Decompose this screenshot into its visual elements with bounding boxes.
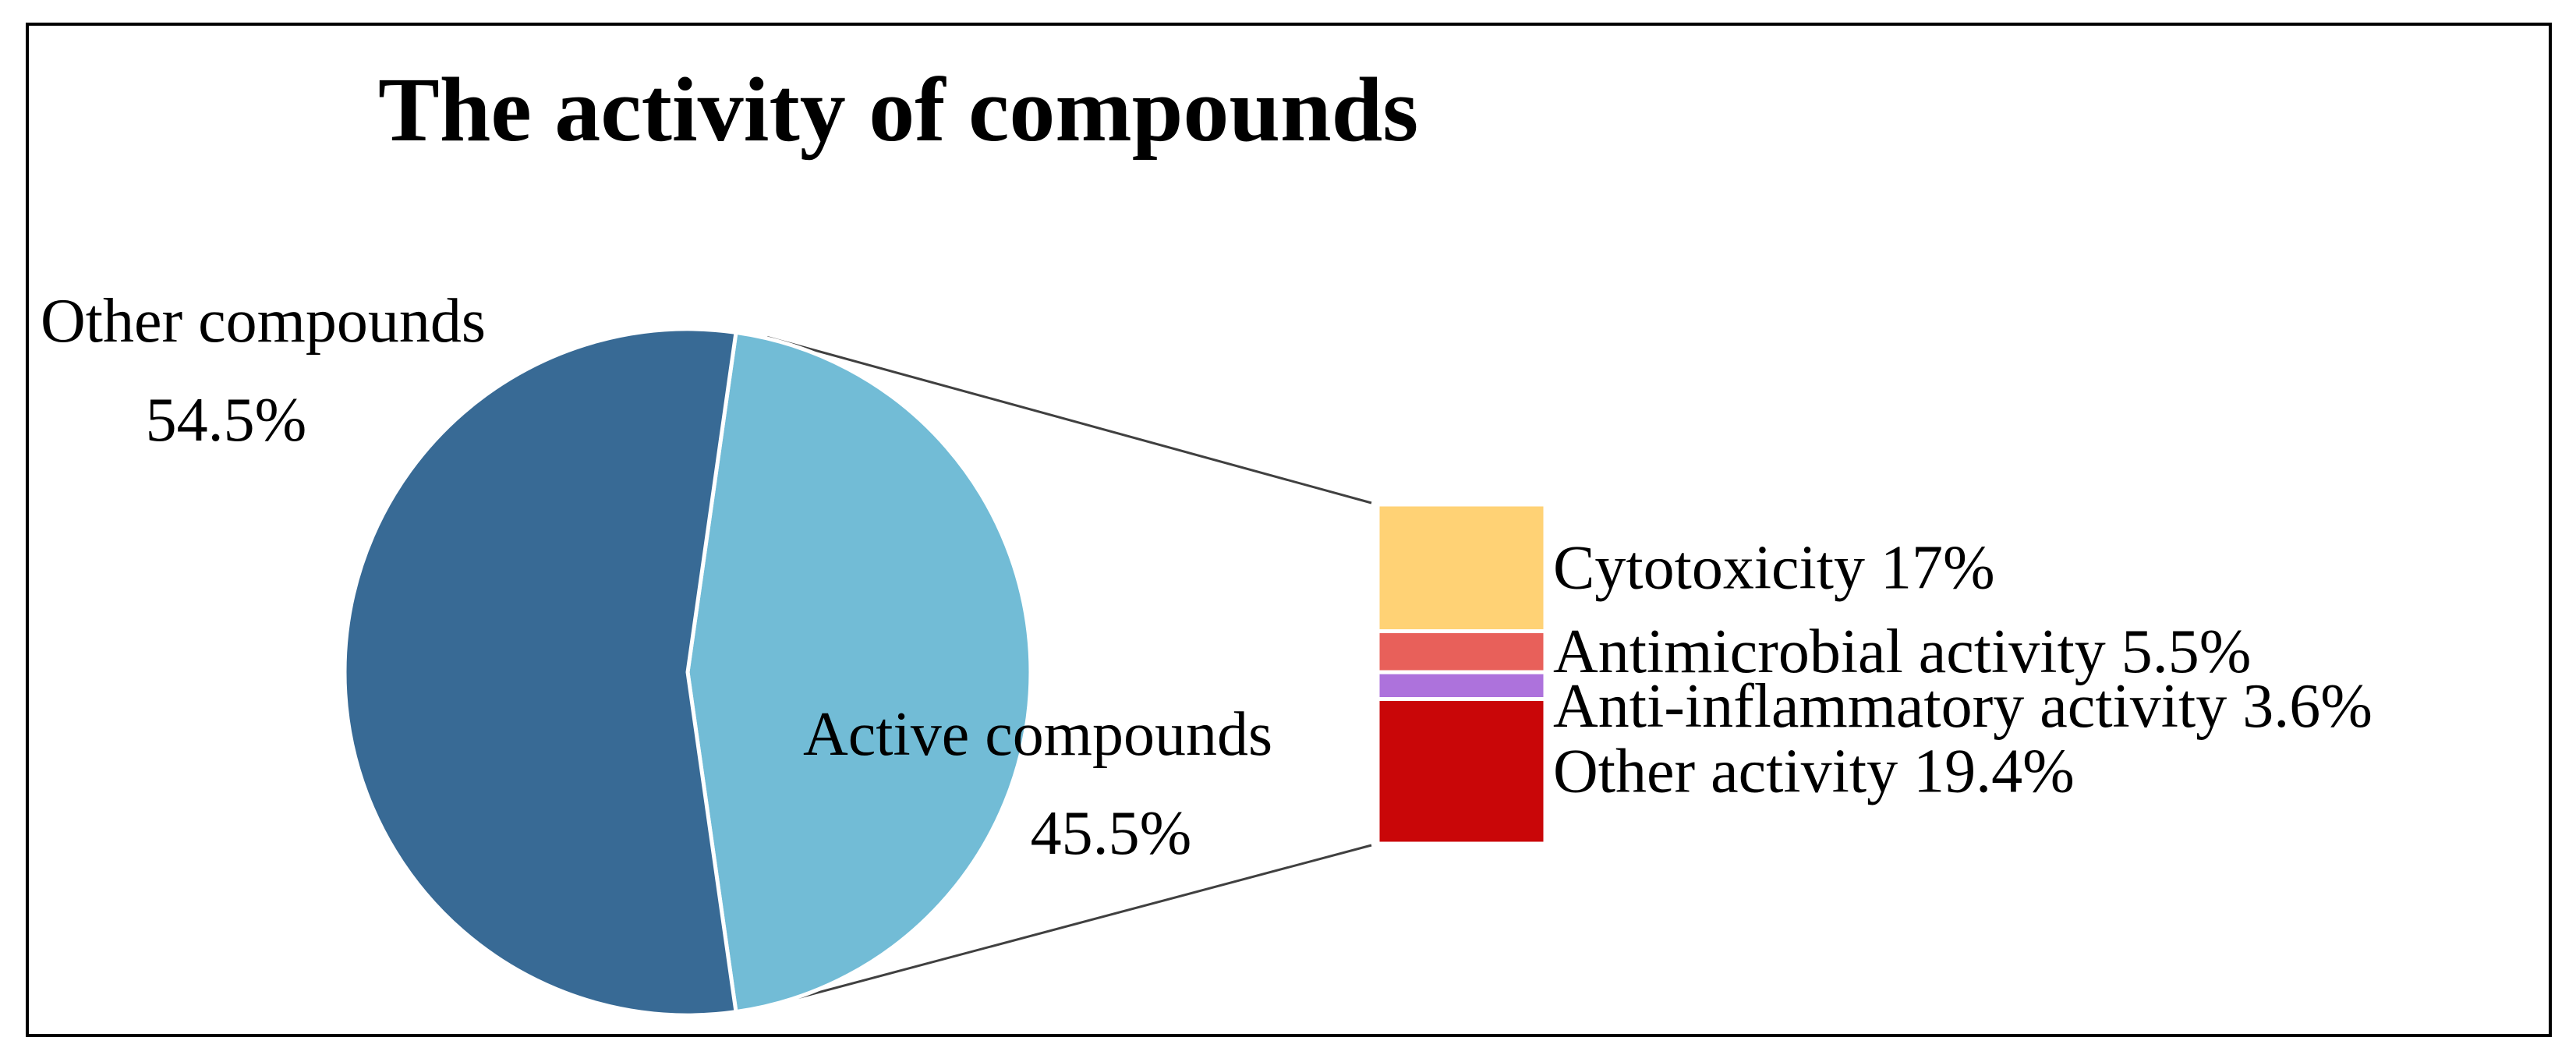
pie-slice-label: Active compounds: [803, 700, 1272, 769]
pie-slice-active-compounds: [685, 330, 1033, 1014]
connector-line-top: [766, 335, 1372, 504]
connector-line-bottom: [798, 844, 1372, 1000]
breakdown-bar: [1375, 502, 1548, 846]
pie-slice-label: Other compounds: [41, 287, 486, 356]
label-layer: Cytotoxicity 17% Antimicrobial activity 5…: [41, 287, 2373, 868]
bar-segment-anti-inflammatory-activity: [1375, 670, 1548, 702]
pie-layer: [342, 327, 1033, 1018]
connector-layer: [766, 335, 1372, 1000]
bar-segment-antimicrobial-activity: [1375, 629, 1548, 674]
pie-slice-value-label: 45.5%: [1031, 799, 1192, 868]
pie-slice-value-label: 54.5%: [146, 386, 307, 455]
bar-segment-label: Other activity 19.4%: [1553, 737, 2075, 805]
chart-title: The activity of compounds: [378, 58, 1418, 161]
pie-slice-other-compounds: [342, 327, 738, 1018]
bar-segment-label: Anti-inflammatory activity 3.6%: [1553, 672, 2373, 741]
bar-segment-label: Cytotoxicity 17%: [1553, 533, 1995, 602]
bar-segment-other-activity: [1375, 697, 1548, 846]
bar-segment-label: Antimicrobial activity 5.5%: [1553, 618, 2251, 686]
bar-segment-cytotoxicity: [1375, 502, 1548, 634]
